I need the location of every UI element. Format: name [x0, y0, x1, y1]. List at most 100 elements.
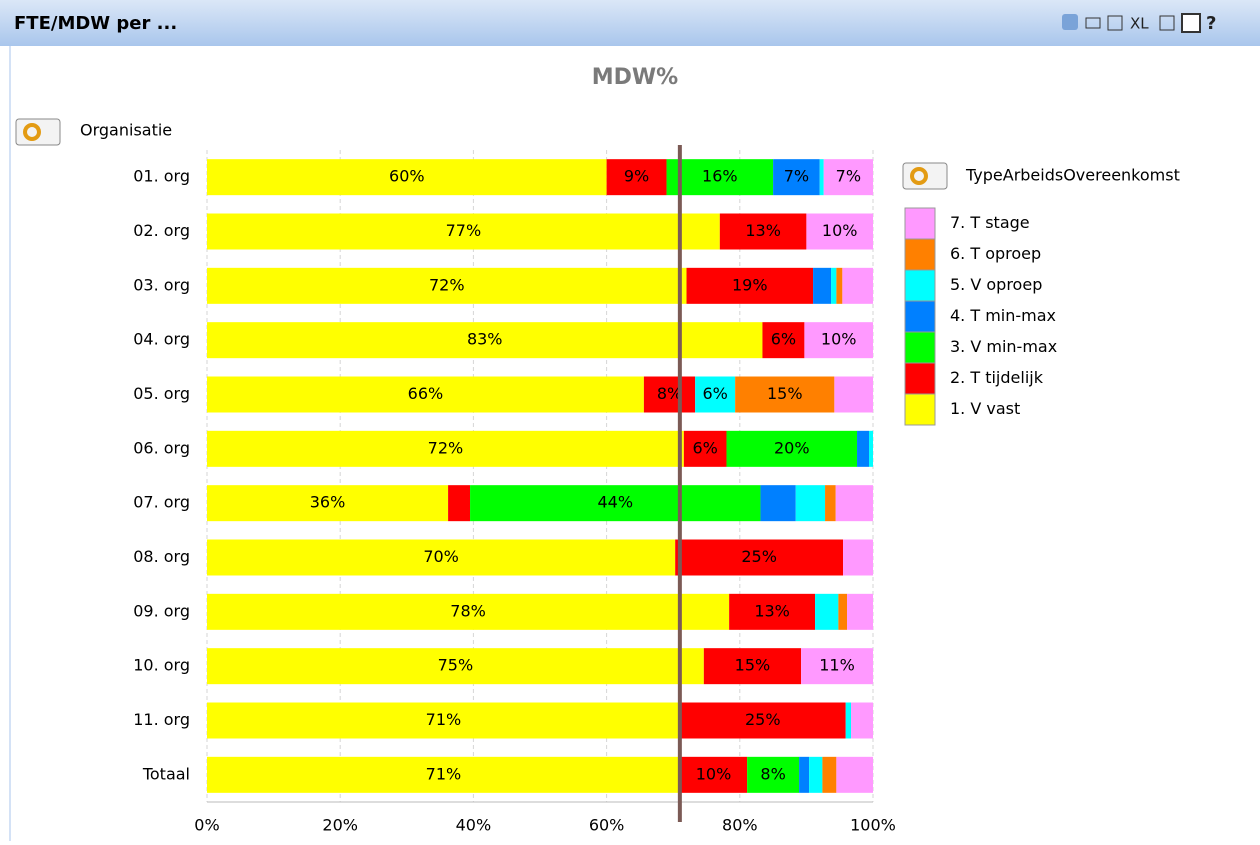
bar-segment — [845, 702, 852, 739]
x-tick-label: 80% — [722, 816, 758, 835]
y-axis-title: Organisatie — [80, 121, 172, 140]
toolbar-icon[interactable] — [1159, 15, 1175, 31]
bar-segment — [869, 430, 873, 467]
x-tick-label: 0% — [194, 816, 219, 835]
y-tick-label: 04. org — [133, 330, 190, 349]
bar-segment — [825, 485, 836, 522]
y-tick-label: 02. org — [133, 221, 190, 240]
legend-label: 4. T min-max — [950, 306, 1056, 325]
bar-segment — [760, 485, 796, 522]
data-label: 72% — [428, 438, 464, 457]
data-label: 16% — [702, 167, 738, 186]
data-label: 66% — [408, 384, 444, 403]
toolbar-icon[interactable] — [1085, 17, 1101, 29]
refresh-icon — [910, 167, 928, 185]
chart-title: MDW% — [592, 65, 678, 90]
bar-segment — [207, 756, 680, 793]
toolbar-icon[interactable] — [1062, 14, 1078, 30]
legend-label: 7. T stage — [950, 213, 1030, 232]
bar-segment — [799, 756, 810, 793]
legend-label: 6. T oproep — [950, 244, 1041, 263]
bar-segment — [835, 485, 873, 522]
bar-segment — [747, 756, 800, 793]
data-label: 9% — [624, 167, 649, 186]
data-label: 10% — [822, 221, 858, 240]
data-label: 71% — [426, 764, 462, 783]
y-tick-label: 07. org — [133, 493, 190, 512]
bar-segment — [679, 702, 846, 739]
bar-segment — [836, 267, 843, 304]
legend-label: 1. V vast — [950, 399, 1020, 418]
bar-segment — [675, 539, 844, 576]
bar-segment — [795, 485, 826, 522]
data-label: 75% — [438, 656, 474, 675]
bar-segment — [207, 267, 687, 304]
x-tick-label: 40% — [456, 816, 492, 835]
bar-segment — [448, 485, 471, 522]
bar-segment — [836, 756, 873, 793]
data-label: 25% — [741, 547, 777, 566]
data-label: 6% — [702, 384, 727, 403]
bar-segment — [819, 159, 824, 196]
bar-segment — [679, 756, 748, 793]
bar-segment — [815, 593, 839, 630]
data-label: 7% — [784, 167, 809, 186]
toolbar-help[interactable]: ? — [1206, 13, 1216, 34]
bar-segment — [735, 376, 835, 413]
legend-label: 3. V min-max — [950, 337, 1057, 356]
x-tick-label: 20% — [322, 816, 358, 835]
data-label: 15% — [735, 656, 771, 675]
bar-segment — [823, 159, 873, 196]
bar-segment — [695, 376, 736, 413]
data-label: 78% — [450, 601, 486, 620]
data-label: 13% — [745, 221, 781, 240]
bar-segment — [207, 702, 680, 739]
y-tick-label: 09. org — [133, 601, 190, 620]
toolbar-icon[interactable] — [1181, 13, 1201, 33]
bar-segment — [847, 593, 873, 630]
y-tick-label: 11. org — [133, 710, 190, 729]
legend-swatch — [904, 269, 936, 302]
bar-segment — [822, 756, 837, 793]
data-label: 25% — [745, 710, 781, 729]
data-label: 7% — [836, 167, 861, 186]
data-label: 8% — [760, 764, 785, 783]
bar-segment — [801, 648, 873, 685]
bar-segment — [470, 485, 761, 522]
legend-swatch — [904, 207, 936, 240]
bar-segment — [719, 213, 807, 250]
x-tick-label: 60% — [589, 816, 625, 835]
bar-segment — [842, 267, 873, 304]
data-label: 15% — [767, 384, 803, 403]
bar-segment — [834, 376, 873, 413]
y-tick-label: 06. org — [133, 438, 190, 457]
refresh-icon — [23, 123, 41, 141]
y-tick-label: 05. org — [133, 384, 190, 403]
bar-segment — [207, 376, 644, 413]
bar-segment — [643, 376, 696, 413]
bar-segment — [762, 322, 805, 359]
data-label: 70% — [423, 547, 459, 566]
data-label: 72% — [429, 275, 465, 294]
data-label: 71% — [426, 710, 462, 729]
data-label: 11% — [819, 656, 855, 675]
bar-segment — [207, 213, 720, 250]
legend-swatch — [904, 393, 936, 426]
bar-segment — [809, 756, 823, 793]
bar-segment — [207, 430, 684, 467]
bar-segment — [207, 648, 704, 685]
data-label: 19% — [732, 275, 768, 294]
x-tick-label: 100% — [850, 816, 896, 835]
bar-segment — [813, 267, 832, 304]
bar-segment — [843, 539, 873, 576]
legend-swatch — [904, 362, 936, 395]
bar-segment — [773, 159, 820, 196]
toolbar-xl[interactable]: XL — [1130, 15, 1149, 33]
y-tick-label: 08. org — [133, 547, 190, 566]
bar-segment — [857, 430, 870, 467]
data-label: 13% — [754, 601, 790, 620]
bar-segment — [703, 648, 802, 685]
data-label: 83% — [467, 330, 503, 349]
toolbar-icon[interactable] — [1107, 15, 1123, 31]
bar-segment — [726, 430, 858, 467]
